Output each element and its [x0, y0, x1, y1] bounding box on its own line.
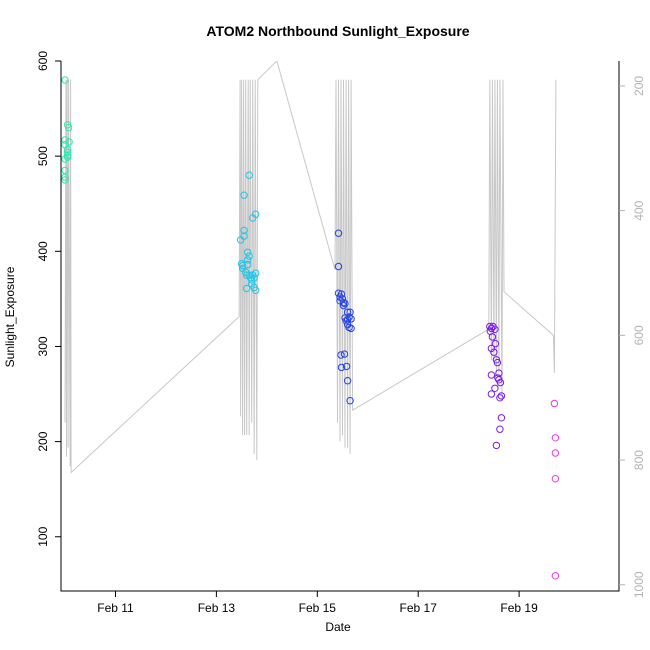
data-point [551, 434, 560, 442]
data-point [497, 392, 506, 400]
data-point [337, 351, 345, 359]
plot-frame [60, 61, 620, 592]
data-point [61, 173, 69, 181]
data-point [63, 145, 72, 154]
data-point [496, 378, 505, 387]
data-point [347, 324, 355, 333]
secondary-line-layer [64, 61, 557, 474]
data-point [334, 229, 343, 237]
data-point [61, 76, 69, 84]
data-point [492, 441, 501, 450]
data-point [245, 171, 253, 179]
data-point [238, 261, 247, 270]
data-point [252, 286, 260, 294]
data-point [252, 269, 260, 277]
data-point [345, 313, 353, 321]
data-point [487, 390, 496, 398]
axes-layer: Feb 11 Feb 13 Feb 15 Feb 17 Feb 19 100 200 300 4… [36, 51, 646, 615]
points-layer [61, 76, 560, 580]
y-tick-label: 100 [36, 526, 50, 546]
data-point [490, 348, 498, 356]
data-point [240, 191, 248, 199]
y-tick-label: 300 [36, 336, 50, 356]
x-tick-label: Feb 13 [198, 601, 236, 615]
data-point [550, 399, 559, 408]
x-tick-label: Feb 15 [299, 601, 337, 615]
y2-tick-label: 400 [632, 200, 646, 220]
data-point [243, 284, 251, 293]
y2-tick-label: 800 [632, 450, 646, 470]
data-point [337, 363, 346, 372]
y-tick-label: 600 [36, 51, 50, 71]
data-point [64, 123, 73, 132]
data-point [334, 262, 343, 271]
x-axis-label: Date [325, 620, 351, 634]
data-point [487, 371, 496, 379]
data-point [334, 289, 343, 297]
chart-title: ATOM2 Northbound Sunlight_Exposure [206, 23, 469, 39]
data-point [346, 397, 354, 405]
data-point [491, 339, 500, 348]
data-point [493, 358, 502, 367]
data-point [252, 210, 260, 218]
data-point [491, 384, 499, 392]
data-point [551, 572, 560, 580]
data-point [245, 252, 253, 260]
data-point [496, 425, 504, 433]
data-point [61, 176, 69, 184]
data-point [551, 475, 560, 483]
data-point [497, 414, 506, 422]
data-point [63, 151, 72, 159]
data-point [339, 299, 348, 307]
y2-tick-label: 200 [632, 76, 646, 96]
y-tick-label: 400 [36, 241, 50, 261]
data-point [339, 301, 348, 310]
x-tick-label: Feb 11 [97, 601, 134, 615]
data-point [244, 248, 252, 257]
data-point [342, 362, 351, 371]
y-axis-label: Sunlight_Exposure [3, 266, 17, 367]
data-point [248, 276, 256, 284]
data-point [250, 274, 258, 282]
x-tick-label: Feb 19 [500, 601, 538, 615]
data-point [343, 308, 352, 316]
data-point [340, 350, 349, 358]
data-point [487, 344, 496, 353]
data-point [63, 148, 72, 157]
data-point [244, 256, 252, 264]
y-tick-label: 200 [36, 431, 50, 451]
data-point [337, 290, 346, 298]
data-point [61, 136, 69, 144]
data-point [347, 315, 355, 323]
data-point [487, 324, 496, 333]
y2-tick-label: 1000 [632, 571, 646, 598]
y2-tick-label: 600 [632, 325, 646, 345]
data-point [244, 260, 252, 269]
data-point [240, 232, 248, 240]
data-point [65, 138, 73, 146]
data-point [491, 325, 499, 333]
data-point [488, 333, 497, 341]
x-tick-label: Feb 17 [400, 601, 438, 615]
y-tick-label: 500 [36, 146, 50, 166]
data-point [343, 377, 352, 385]
data-point [341, 299, 349, 308]
secondary-series-line [64, 61, 557, 474]
data-point [63, 153, 72, 161]
data-point [240, 226, 248, 235]
data-point [551, 449, 560, 457]
data-point [496, 394, 504, 402]
